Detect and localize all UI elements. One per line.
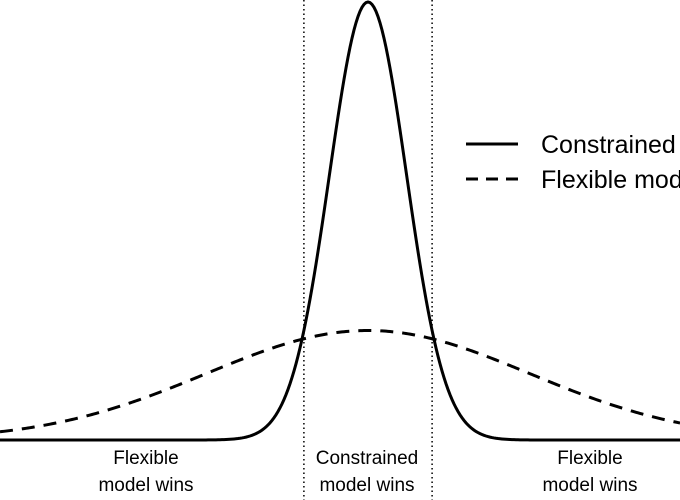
region-right-line1: Flexible xyxy=(557,448,622,469)
flexible-model-curve xyxy=(0,328,680,434)
region-left-line1: Flexible xyxy=(113,448,178,469)
region-center-line1: Constrained xyxy=(316,448,418,469)
region-label-right: Flexible model wins xyxy=(542,448,637,496)
region-label-left: Flexible model wins xyxy=(98,448,193,496)
legend-constrained-label: Constrained model xyxy=(541,131,680,159)
region-left-line2: model wins xyxy=(98,475,193,496)
region-right-line2: model wins xyxy=(542,475,637,496)
constrained-model-curve xyxy=(0,0,680,442)
legend: Constrained model Flexible model xyxy=(466,131,680,194)
region-center-line2: model wins xyxy=(319,475,414,496)
region-label-center: Constrained model wins xyxy=(316,448,418,496)
legend-flexible-label: Flexible model xyxy=(541,166,680,194)
